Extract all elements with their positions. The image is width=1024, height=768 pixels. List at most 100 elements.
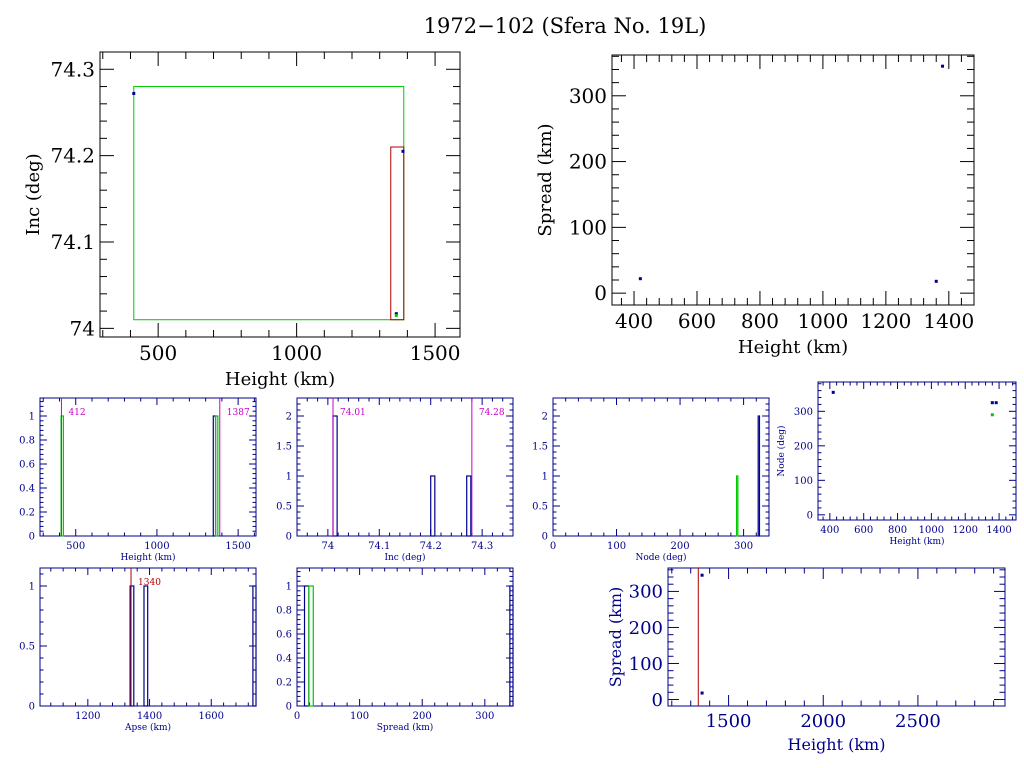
x-tick-label: 1200 — [860, 309, 911, 333]
page-title: 1972−102 (Sfera No. 19L) — [423, 14, 707, 38]
x-axis-label: Apse (km) — [124, 722, 171, 733]
y-tick-label: 1 — [29, 412, 35, 423]
x-tick-label: 400 — [615, 309, 653, 333]
x-axis-label: Height (km) — [738, 337, 848, 358]
x-tick-label: 1200 — [75, 711, 100, 722]
x-tick-label: 800 — [888, 525, 907, 536]
x-axis-label: Height (km) — [225, 369, 335, 390]
x-tick-label: 2000 — [800, 711, 846, 732]
y-tick-label: 1 — [542, 472, 548, 483]
x-axis-label: Height (km) — [120, 552, 175, 563]
histogram-bar — [735, 475, 739, 537]
y-tick-label: 0.5 — [532, 502, 548, 513]
y-tick-label: 0.2 — [276, 678, 292, 689]
y-tick-label: 300 — [629, 582, 663, 603]
y-axis-label: Node (deg) — [776, 425, 787, 476]
histogram-bar — [214, 415, 219, 537]
y-tick-label: 100 — [629, 654, 663, 675]
x-axis-label: Height (km) — [788, 735, 886, 754]
plot-frame — [667, 567, 1006, 707]
data-point — [132, 91, 136, 95]
histogram-bar — [430, 475, 436, 537]
x-tick-label: 600 — [678, 309, 716, 333]
y-tick-label: 1 — [286, 472, 292, 483]
y-tick-label: 74.1 — [50, 230, 95, 254]
data-point — [394, 313, 398, 317]
y-tick-label: 74 — [70, 316, 95, 340]
x-tick-label: 1600 — [199, 711, 224, 722]
y-tick-label: 0 — [286, 532, 292, 543]
x-axis-label: Height (km) — [889, 536, 944, 547]
y-tick-label: 1.5 — [532, 442, 548, 453]
y-tick-label: 200 — [569, 150, 607, 174]
y-tick-label: 0.6 — [19, 460, 35, 471]
histogram-bar — [252, 585, 257, 707]
x-tick-label: 100 — [607, 541, 626, 552]
x-tick-label: 0 — [294, 711, 300, 722]
data-point — [934, 279, 938, 283]
x-tick-label: 74.1 — [368, 541, 390, 552]
plot-frame — [39, 397, 257, 537]
y-tick-label: 200 — [629, 618, 663, 639]
histogram-bar — [509, 585, 514, 707]
x-tick-label: 200 — [671, 541, 690, 552]
x-tick-label: 600 — [854, 525, 873, 536]
y-tick-label: 0.5 — [19, 642, 35, 653]
y-tick-label: 200 — [794, 441, 813, 452]
y-tick-label: 0 — [29, 532, 35, 543]
x-tick-label: 1400 — [923, 309, 974, 333]
y-tick-label: 1.5 — [276, 442, 292, 453]
x-tick-label: 2500 — [895, 711, 941, 732]
x-axis-label: Spread (km) — [377, 722, 434, 733]
y-axis-label: Spread (km) — [535, 123, 556, 236]
y-tick-label: 100 — [569, 215, 607, 239]
y-tick-label: 0.4 — [276, 654, 292, 665]
x-tick-label: 100 — [350, 711, 369, 722]
data-point — [990, 413, 994, 417]
histogram-bar — [757, 415, 761, 537]
y-tick-label: 0.6 — [276, 630, 292, 641]
plot-frame — [552, 397, 770, 537]
y-tick-label: 0 — [594, 281, 607, 305]
histogram-bar — [466, 475, 472, 537]
y-tick-label: 100 — [794, 476, 813, 487]
marker-label: 1387 — [227, 408, 250, 418]
y-tick-label: 74.2 — [50, 144, 95, 168]
marker-label: 412 — [68, 408, 85, 418]
x-tick-label: 400 — [820, 525, 839, 536]
x-tick-label: 300 — [475, 711, 494, 722]
x-tick-label: 74.2 — [420, 541, 442, 552]
x-tick-label: 1500 — [410, 341, 461, 365]
x-tick-label: 74 — [321, 541, 334, 552]
x-tick-label: 1500 — [706, 711, 752, 732]
x-tick-label: 1000 — [797, 309, 848, 333]
y-axis-label: Inc (deg) — [23, 153, 44, 235]
data-point — [941, 64, 945, 68]
y-tick-label: 0.4 — [19, 484, 35, 495]
x-tick-label: 1400 — [137, 711, 162, 722]
x-tick-label: 0 — [550, 541, 556, 552]
y-tick-label: 0.8 — [276, 606, 292, 617]
data-point — [990, 401, 994, 405]
y-tick-label: 74.3 — [50, 57, 95, 81]
plot-frame — [611, 54, 975, 306]
x-axis-label: Inc (deg) — [384, 552, 425, 563]
y-tick-label: 0.2 — [19, 508, 35, 519]
histogram-bar — [129, 585, 135, 707]
x-tick-label: 500 — [66, 541, 85, 552]
marker-label: 1340 — [138, 578, 161, 588]
x-tick-label: 1000 — [144, 541, 169, 552]
plot-frame — [296, 397, 514, 537]
y-tick-label: 1 — [286, 582, 292, 593]
data-point — [994, 401, 998, 405]
y-tick-label: 0 — [286, 702, 292, 713]
histogram-bar — [143, 585, 149, 707]
y-tick-label: 0 — [542, 532, 548, 543]
range-box — [390, 146, 405, 321]
